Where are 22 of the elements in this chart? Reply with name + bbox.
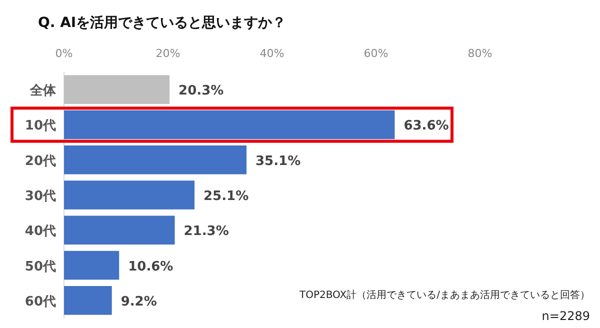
x-tick-label: 80% xyxy=(468,47,492,60)
data-label: 63.6% xyxy=(404,118,449,134)
data-label: 20.3% xyxy=(178,84,224,99)
x-tick-label: 60% xyxy=(364,47,388,60)
y-tick-label: 20代 xyxy=(24,154,56,169)
x-tick-label: 0% xyxy=(55,47,73,60)
data-label: 21.3% xyxy=(184,224,229,240)
data-label: 10.6% xyxy=(128,259,174,274)
y-tick-label: 10代 xyxy=(24,118,56,134)
y-tick-label: 全体 xyxy=(29,84,57,99)
y-tick-label: 40代 xyxy=(24,224,56,240)
data-label: 9.2% xyxy=(120,294,157,310)
data-label: 25.1% xyxy=(204,189,249,204)
y-tick-label: 50代 xyxy=(24,259,56,274)
text: n=2289 xyxy=(542,309,590,323)
annotation: TOP2BOX計（活用できている/まあまあ活用できていると回答） xyxy=(298,289,590,301)
x-tick-label: 20% xyxy=(156,47,180,60)
x-tick-label: 40% xyxy=(260,47,284,60)
chart-title: Q. AIを活用できていると思いますか？ xyxy=(38,15,286,31)
data-label: 35.1% xyxy=(256,154,301,169)
y-tick-label: 60代 xyxy=(24,294,56,310)
y-tick-label: 30代 xyxy=(24,189,56,204)
